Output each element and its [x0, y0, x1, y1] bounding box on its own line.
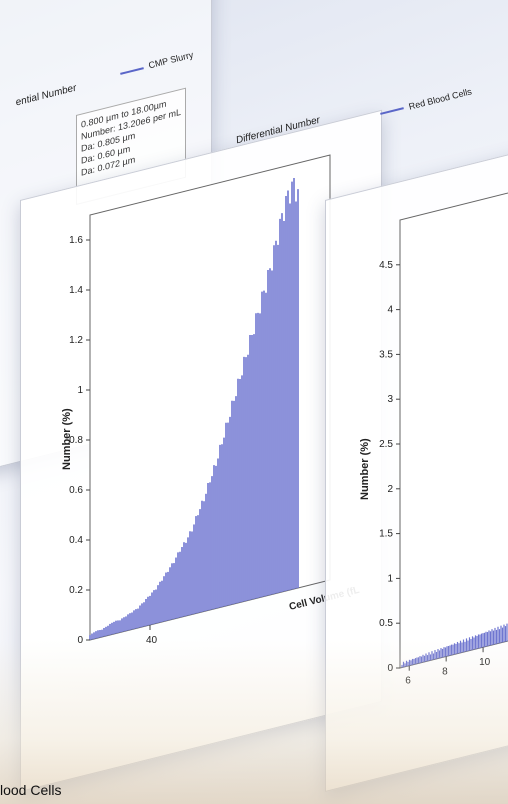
- front-y-tick-label: 2: [387, 484, 393, 495]
- front-y-tick-label: 3.5: [379, 349, 393, 360]
- main-y-tick-label: 0.2: [69, 585, 83, 596]
- main-y-tick-label: 1: [77, 385, 83, 396]
- caption: lood Cells: [0, 782, 62, 798]
- main-y-tick-label: 0.8: [69, 435, 83, 446]
- front-y-tick-label: 1.5: [379, 529, 393, 540]
- front-y-tick-label: 4.5: [379, 260, 393, 271]
- front-y-tick-label: 4: [387, 305, 393, 316]
- front-y-tick-label: 3: [387, 394, 393, 405]
- main-y-tick-label: 1.2: [69, 335, 83, 346]
- front-y-tick-label: 1: [387, 573, 393, 584]
- main-y-tick-label: 1.4: [69, 285, 83, 296]
- main-y-axis-label: Number (%): [61, 408, 73, 470]
- front-y-tick-label: 0.5: [379, 618, 393, 629]
- reflection: [0, 640, 508, 804]
- main-y-tick-label: 1.6: [69, 235, 83, 246]
- main-y-tick-label: 0.4: [69, 535, 83, 546]
- main-y-tick-label: 0.6: [69, 485, 83, 496]
- front-y-tick-label: 2.5: [379, 439, 393, 450]
- front-plot-area: [399, 192, 508, 669]
- front-y-axis-label: Number (%): [359, 438, 371, 500]
